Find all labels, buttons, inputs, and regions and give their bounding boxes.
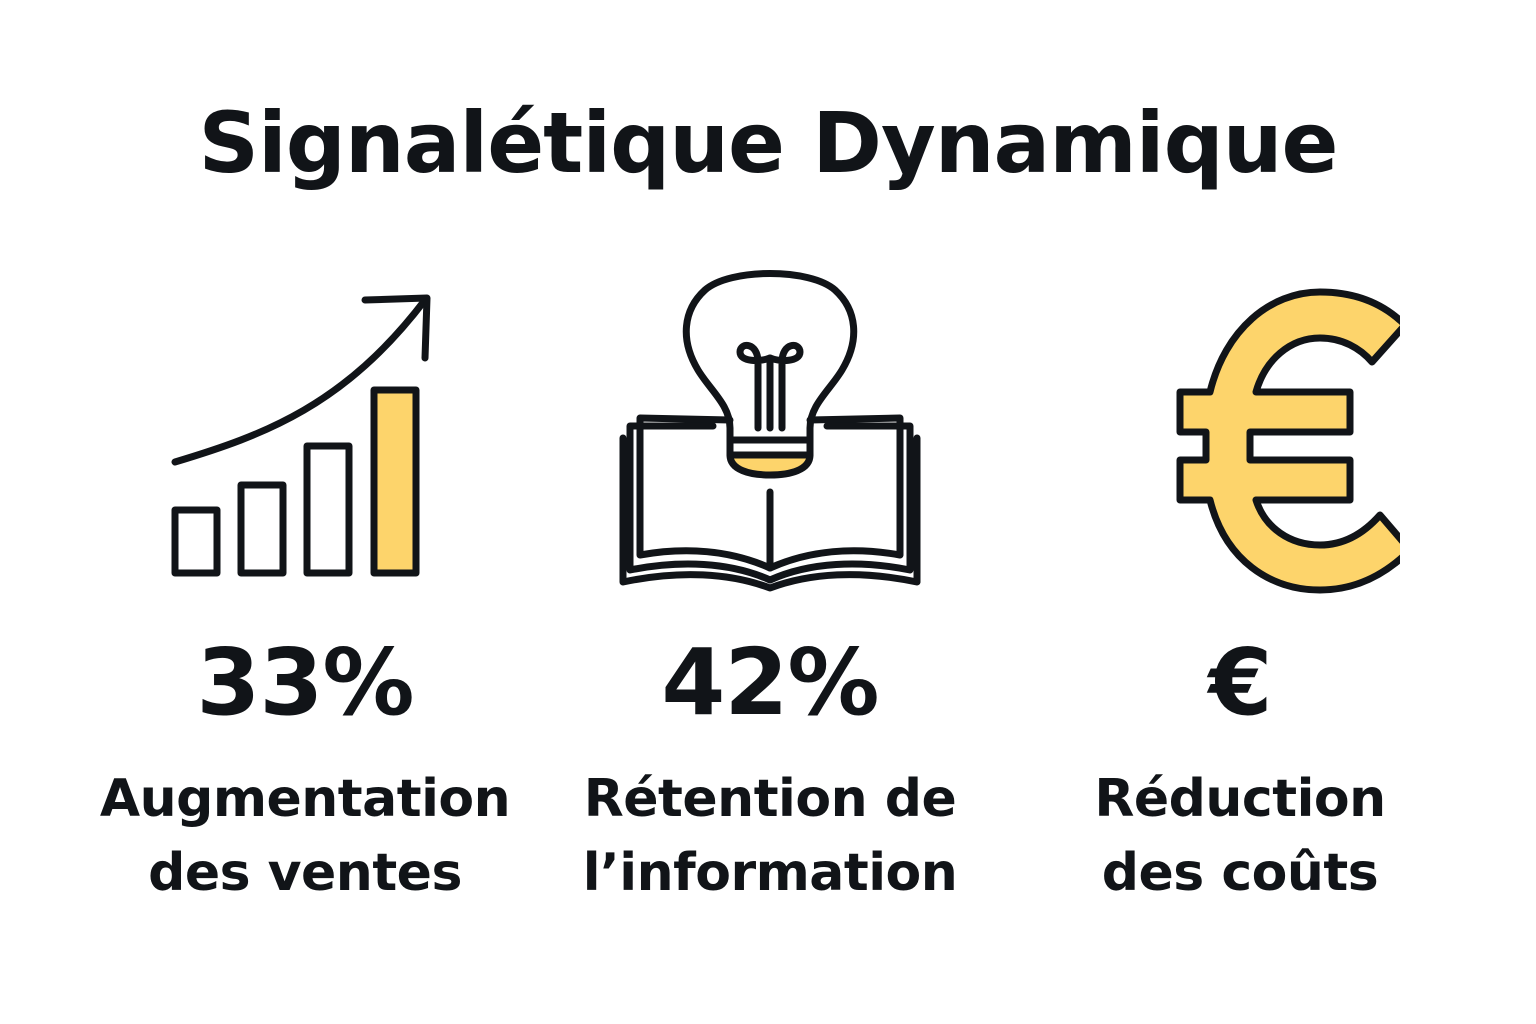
stat-label-line-1: Augmentation <box>99 769 511 829</box>
stat-value: 42% <box>661 629 879 736</box>
stat-label-line-2: des ventes <box>148 843 462 903</box>
stat-label: Augmentation des ventes <box>75 762 535 910</box>
stat-retention: 42% Rétention de l’information <box>540 270 1000 930</box>
page-title: Signalétique Dynamique <box>198 94 1339 192</box>
stat-label-line-1: Réduction <box>1094 769 1386 829</box>
stat-label: Réduction des coûts <box>1010 762 1470 910</box>
stat-label-line-2: l’information <box>582 843 958 903</box>
stat-label-line-1: Rétention de <box>583 769 957 829</box>
stat-value: 33% <box>196 629 414 736</box>
stat-label-line-2: des coûts <box>1101 843 1379 903</box>
stat-value: € <box>1208 629 1272 736</box>
stat-costs: € Réduction des coûts <box>1010 270 1470 930</box>
bar-chart-growth-icon <box>145 270 465 600</box>
stat-sales: 33% Augmentation des ventes <box>75 270 535 930</box>
stat-label: Rétention de l’information <box>540 762 1000 910</box>
euro-icon <box>1080 270 1400 600</box>
lightbulb-book-icon <box>610 270 930 600</box>
